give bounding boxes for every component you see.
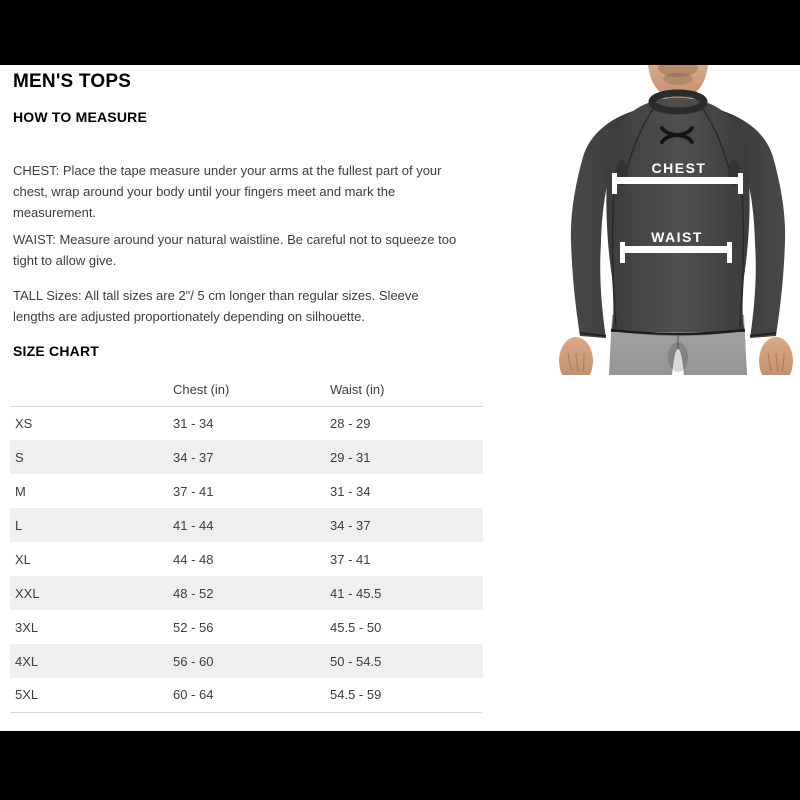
waist-cell: 45.5 - 50 [330,619,382,635]
chest-cell: 48 - 52 [173,585,214,601]
table-row-xl: XL 44 - 48 37 - 41 [10,542,483,576]
size-cell: 5XL [10,678,173,713]
size-cell: M [15,483,26,499]
chest-label: CHEST [652,160,707,176]
waist-label: WAIST [651,229,703,245]
letterbox-top-bar [0,0,800,65]
size-cell: XL [15,551,31,567]
left-hand [559,337,593,375]
waist-cell: 34 - 37 [330,517,371,533]
chest-cell: 56 - 60 [173,653,214,669]
page-title: MEN'S TOPS [13,71,132,92]
collar [648,89,708,115]
waist-cell: 37 - 41 [330,551,371,567]
size-cell: S [15,449,24,465]
chest-instructions-text: CHEST: Place the tape measure under your… [13,163,442,220]
shirt-seams [611,108,745,328]
table-row-m: M 37 - 41 31 - 34 [10,474,483,508]
under-armour-logo-icon [660,126,694,144]
waist-cell: 50 - 54.5 [330,653,382,669]
table-row-l: L 41 - 44 34 - 37 [10,508,483,542]
waist-cell: 41 - 45.5 [330,585,382,601]
waist-cell: 29 - 31 [330,449,371,465]
waist-column-header: Waist (in) [330,382,385,398]
table-row-xxl: XXL 48 - 52 41 - 45.5 [10,576,483,610]
neck-shadow [663,73,693,85]
chin-shadow [658,65,698,77]
size-cell: 3XL [15,619,39,635]
size-chart-heading: SIZE CHART [13,343,99,359]
chest-cell: 52 - 56 [173,619,214,635]
size-chart-header-row: Chest (in) Waist (in) [10,374,483,406]
chest-column-header: Chest (in) [173,382,230,398]
right-cuff-seam [749,332,777,337]
letterbox-bottom-bar [0,731,800,800]
right-hand [759,337,793,375]
size-column-header [10,374,173,406]
waist-measure-bar [620,242,732,263]
right-arm [709,107,786,338]
left-cuff-seam [579,332,607,337]
chest-cell: 34 - 37 [173,449,214,465]
size-cell: XS [10,405,173,440]
table-row-5xl: 5XL 60 - 64 54.5 - 59 [10,678,483,713]
chest-cell: 31 - 34 [173,405,330,440]
waist-instructions-text: WAIST: Measure around your natural waist… [13,232,457,268]
table-row-xs: XS 31 - 34 28 - 29 [10,405,483,440]
table-row-3xl: 3XL 52 - 56 45.5 - 50 [10,610,483,644]
hem-seam [610,328,746,336]
size-cell: 4XL [15,653,39,669]
size-chart-table: Chest (in) Waist (in) XS 31 - 34 28 - 29… [10,374,483,713]
chest-cell: 60 - 64 [173,678,330,713]
size-cell: XXL [15,585,40,601]
how-to-measure-heading: HOW TO MEASURE [13,109,147,125]
chest-measure-bar [612,173,743,194]
waist-cell: 28 - 29 [330,405,483,440]
size-cell: L [15,517,23,533]
waist-cell: 54.5 - 59 [330,678,483,713]
model-photo: CHEST WAIST [550,65,800,375]
table-row-4xl: 4XL 56 - 60 50 - 54.5 [10,644,483,678]
chest-cell: 37 - 41 [173,483,214,499]
waist-cell: 31 - 34 [330,483,371,499]
left-arm [570,107,647,338]
chest-cell: 41 - 44 [173,517,214,533]
torso [606,97,750,332]
chest-cell: 44 - 48 [173,551,214,567]
tall-sizes-text: TALL Sizes: All tall sizes are 2"/ 5 cm … [13,288,419,324]
table-row-s: S 34 - 37 29 - 31 [10,440,483,474]
